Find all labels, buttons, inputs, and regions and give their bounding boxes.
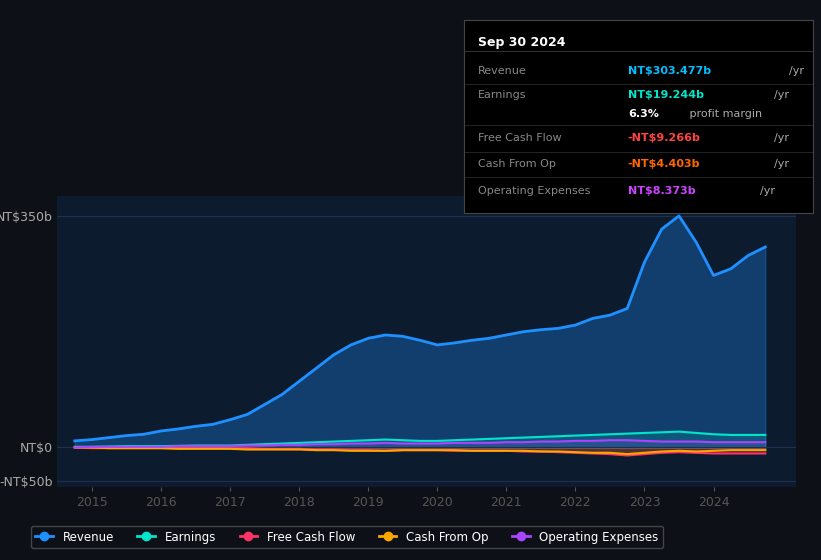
Legend: Revenue, Earnings, Free Cash Flow, Cash From Op, Operating Expenses: Revenue, Earnings, Free Cash Flow, Cash …	[30, 526, 663, 548]
Text: Free Cash Flow: Free Cash Flow	[478, 133, 562, 143]
Text: profit margin: profit margin	[686, 109, 763, 119]
Text: Sep 30 2024: Sep 30 2024	[478, 36, 566, 49]
Text: Cash From Op: Cash From Op	[478, 158, 556, 169]
Text: NT$19.244b: NT$19.244b	[628, 90, 704, 100]
Text: /yr: /yr	[759, 185, 775, 195]
Text: /yr: /yr	[789, 66, 804, 76]
Text: Earnings: Earnings	[478, 90, 526, 100]
Text: 6.3%: 6.3%	[628, 109, 658, 119]
Text: NT$303.477b: NT$303.477b	[628, 66, 711, 76]
Text: -NT$9.266b: -NT$9.266b	[628, 133, 701, 143]
Text: /yr: /yr	[774, 158, 790, 169]
Text: /yr: /yr	[774, 90, 790, 100]
Text: /yr: /yr	[774, 133, 790, 143]
Text: NT$8.373b: NT$8.373b	[628, 185, 695, 195]
Text: Revenue: Revenue	[478, 66, 526, 76]
Text: -NT$4.403b: -NT$4.403b	[628, 158, 700, 169]
Text: Operating Expenses: Operating Expenses	[478, 185, 590, 195]
